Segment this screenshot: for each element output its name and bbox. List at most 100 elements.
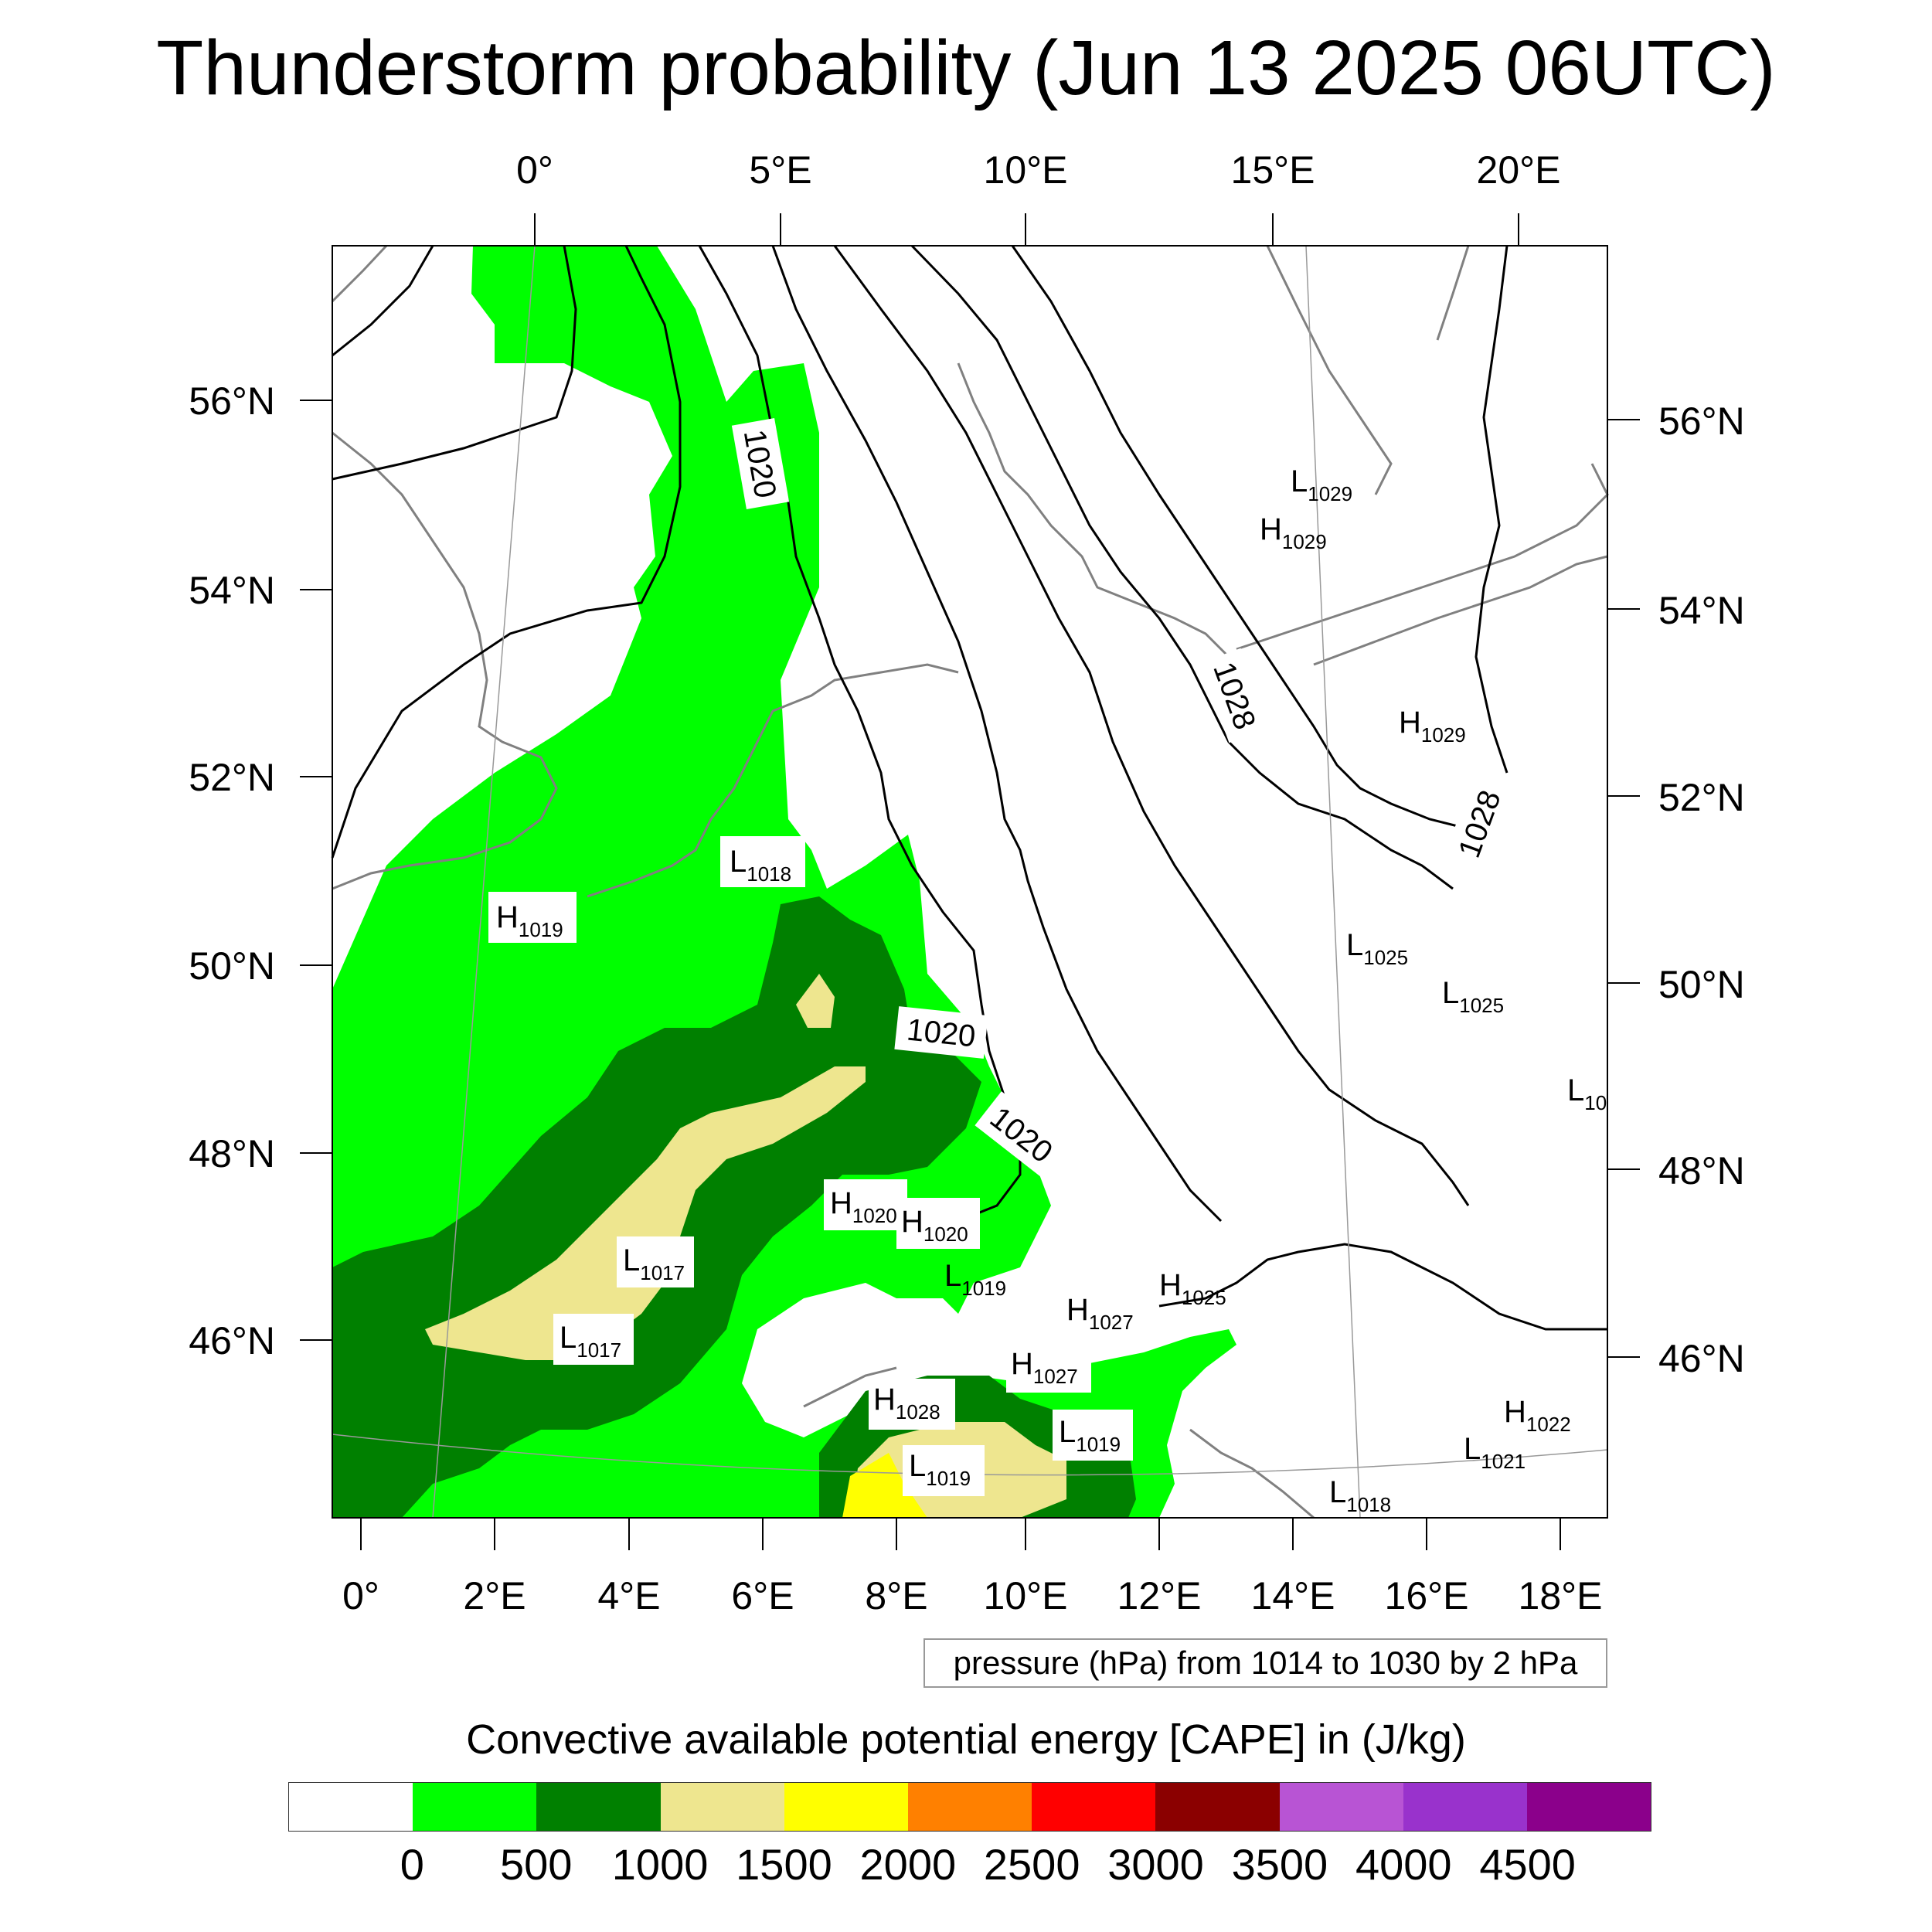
svg-text:L1017: L1017 (623, 1243, 685, 1284)
pressure-center: L1019 (903, 1445, 985, 1496)
coastline-adriatic (1189, 1428, 1315, 1519)
colorbar-label: 0 (400, 1840, 424, 1889)
svg-text:H1029: H1029 (1399, 706, 1466, 747)
bottom-tick-label: 18°E (1519, 1574, 1603, 1617)
pressure-center: H1029 (1260, 512, 1327, 553)
pressure-center: H1028 (869, 1379, 955, 1430)
right-tick-label: 52°N (1658, 776, 1745, 819)
pressure-center: H1027 (1066, 1293, 1134, 1334)
top-tick-label: 5°E (749, 148, 811, 192)
coastline-sweden (1266, 245, 1470, 495)
isobar (1011, 245, 1461, 828)
pressure-center: L1019 (1053, 1410, 1133, 1461)
right-axis: 56°N 54°N 52°N 50°N 48°N 46°N (1607, 400, 1745, 1380)
left-tick-label: 54°N (189, 569, 275, 612)
map-frame (332, 245, 1608, 1519)
pressure-center: L1018 (1329, 1475, 1391, 1516)
pressure-center: L1017 (617, 1236, 694, 1287)
colorbar-labels: 0 500 1000 1500 2000 2500 3000 3500 4000… (288, 1839, 1651, 1893)
bottom-axis: 0° 2°E 4°E 6°E 8°E 10°E 12°E 14°E 16°E 1… (342, 1518, 1602, 1617)
colorbar-segment (784, 1783, 908, 1831)
svg-text:L10: L10 (1567, 1073, 1607, 1114)
bottom-tick-label: 4°E (597, 1574, 660, 1617)
pressure-center: H1027 (1006, 1342, 1091, 1393)
top-tick-label: 10°E (984, 148, 1068, 192)
top-axis: 0° 5°E 10°E 15°E 20°E (516, 148, 1560, 246)
right-tick-label: 54°N (1658, 589, 1745, 632)
colorbar-title: Convective available potential energy [C… (466, 1716, 1466, 1763)
contour-label: 1020 (905, 1012, 977, 1053)
isobar (771, 245, 1223, 1223)
colorbar-segment (907, 1783, 1032, 1831)
svg-text:L1018: L1018 (1329, 1475, 1391, 1516)
svg-text:L1019: L1019 (944, 1259, 1006, 1300)
top-tick-label: 20°E (1477, 148, 1561, 192)
colorbar-label: 3500 (1231, 1840, 1328, 1889)
svg-text:L1021: L1021 (1464, 1432, 1526, 1473)
svg-text:H1029: H1029 (1260, 512, 1327, 553)
pressure-center: H1019 (488, 892, 577, 943)
coastlines (331, 244, 1609, 1519)
isobar (910, 244, 1454, 890)
pressure-center: H1025 (1159, 1268, 1226, 1309)
pressure-centers: L1029 H1029 H1029 L1018 H1019 L1025 L102… (488, 464, 1607, 1516)
colorbar-segment (413, 1783, 537, 1831)
isobar (332, 245, 434, 357)
svg-text:H1027: H1027 (1066, 1293, 1134, 1334)
pressure-center: H1022 (1504, 1395, 1571, 1436)
bottom-tick-label: 0° (342, 1574, 379, 1617)
chart-title: Thunderstorm probability (Jun 13 2025 06… (156, 25, 1776, 111)
colorbar-segment (1403, 1783, 1527, 1831)
colorbar-label: 2000 (859, 1840, 957, 1889)
coastline-denmark (957, 362, 1238, 666)
svg-text:L1025: L1025 (1346, 928, 1408, 969)
colorbar-label: 4500 (1479, 1840, 1576, 1889)
left-axis: 56°N 54°N 52°N 50°N 48°N 46°N (189, 379, 332, 1362)
pressure-center: L1025 (1442, 976, 1504, 1017)
coastline-britain (331, 244, 558, 890)
bottom-tick-label: 12°E (1117, 1574, 1202, 1617)
coastline-continent (587, 663, 959, 898)
left-tick-label: 46°N (189, 1319, 275, 1362)
pressure-center: L1029 (1291, 464, 1352, 505)
colorbar-segment (536, 1783, 661, 1831)
colorbar-label: 500 (500, 1840, 573, 1889)
svg-text:L1017: L1017 (560, 1321, 621, 1362)
colorbar-segment (289, 1783, 413, 1831)
pressure-center: L1021 (1464, 1432, 1526, 1473)
svg-text:H1020: H1020 (901, 1205, 968, 1246)
colorbar-segment (660, 1783, 784, 1831)
right-tick-label: 48°N (1658, 1149, 1745, 1192)
bottom-tick-label: 6°E (731, 1574, 794, 1617)
pressure-center: L10 (1567, 1073, 1607, 1114)
isobar (1475, 245, 1509, 774)
left-tick-label: 52°N (189, 756, 275, 799)
isobar (833, 245, 1470, 1206)
pressure-center: L1017 (553, 1314, 634, 1365)
right-tick-label: 50°N (1658, 963, 1745, 1006)
svg-text:L1025: L1025 (1442, 976, 1504, 1017)
isobar (332, 245, 577, 481)
svg-text:L1019: L1019 (1059, 1415, 1121, 1456)
bottom-tick-label: 2°E (463, 1574, 526, 1617)
bottom-tick-label: 8°E (865, 1574, 927, 1617)
isobar (1158, 1243, 1607, 1331)
svg-text:H1027: H1027 (1011, 1347, 1078, 1388)
pressure-center: H1029 (1399, 706, 1466, 747)
colorbar (288, 1782, 1651, 1832)
left-tick-label: 50°N (189, 944, 275, 988)
coastline-ligurian (803, 1366, 897, 1408)
svg-text:H1025: H1025 (1159, 1268, 1226, 1309)
coastline-baltic (1236, 463, 1609, 666)
colorbar-segment (1032, 1783, 1156, 1831)
svg-text:H1028: H1028 (873, 1383, 940, 1423)
bottom-tick-label: 16°E (1385, 1574, 1469, 1617)
cape-1500-2000-region (842, 1453, 927, 1518)
pressure-center: L1025 (1346, 928, 1408, 969)
pressure-center: L1019 (944, 1259, 1006, 1300)
colorbar-segment (1279, 1783, 1403, 1831)
colorbar-segment (1526, 1783, 1651, 1831)
bottom-tick-label: 14°E (1251, 1574, 1335, 1617)
top-tick-label: 15°E (1231, 148, 1315, 192)
